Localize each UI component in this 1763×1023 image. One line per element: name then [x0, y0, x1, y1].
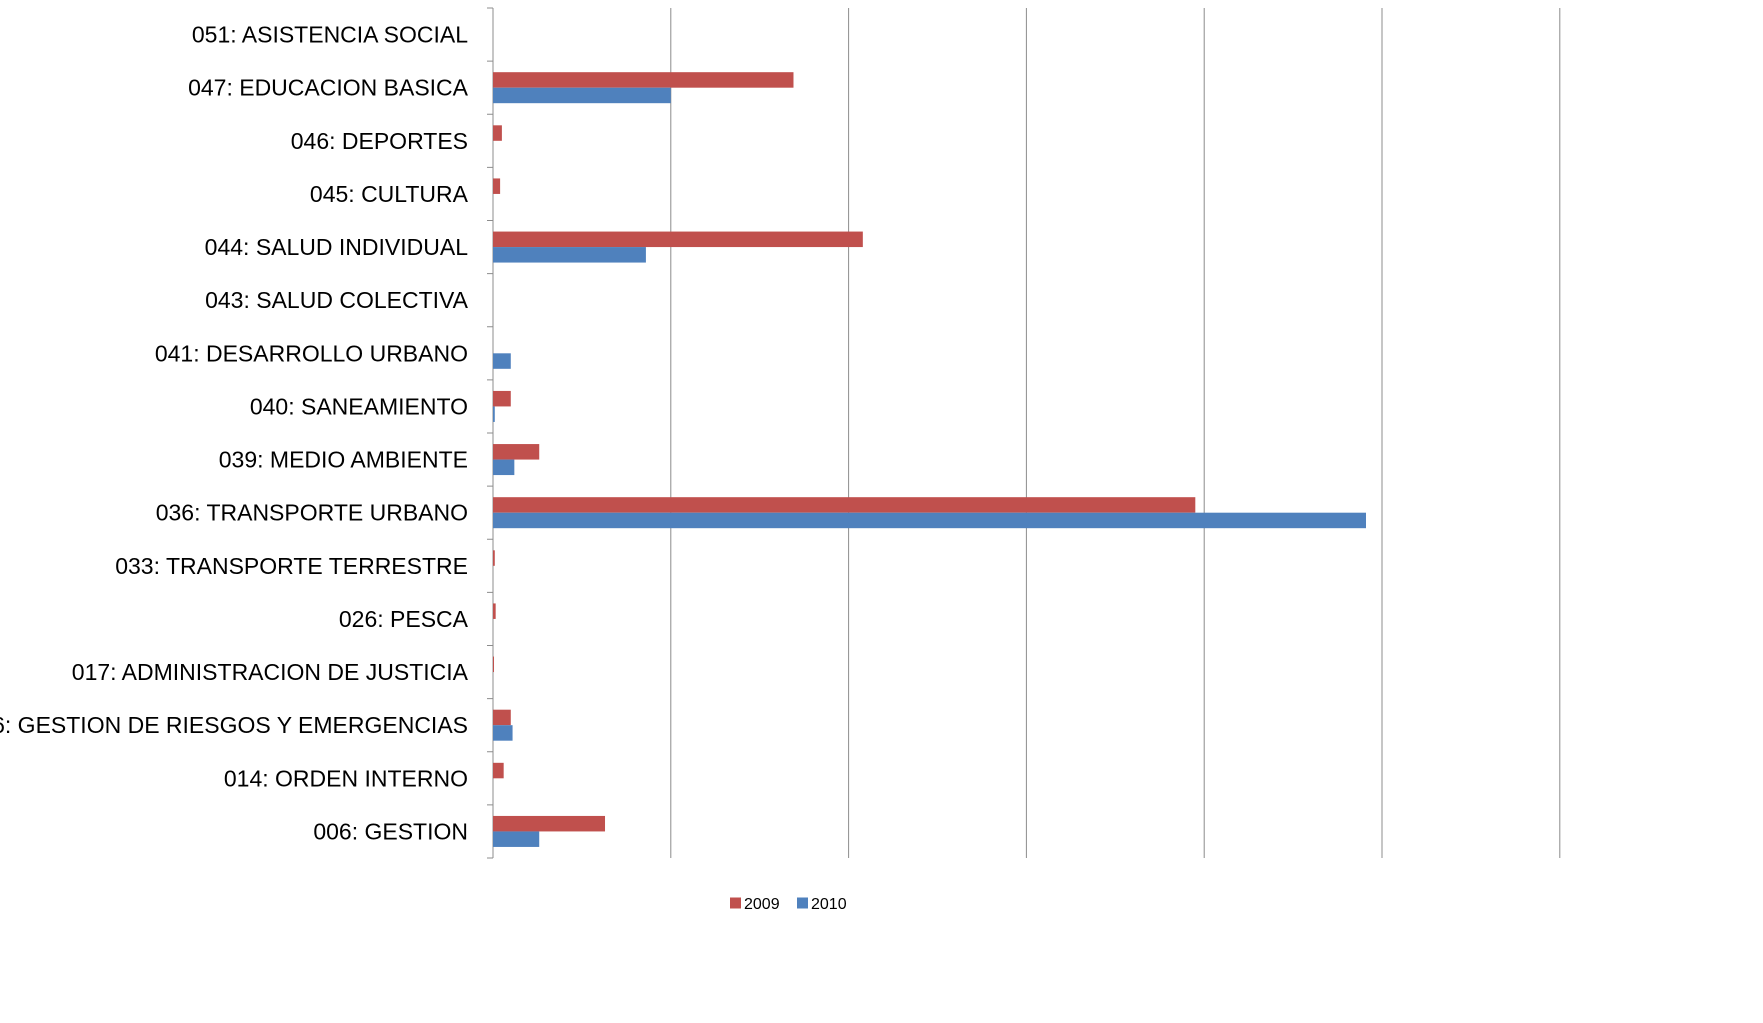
- category-label: 051: ASISTENCIA SOCIAL: [192, 22, 468, 48]
- category-label: 045: CULTURA: [310, 181, 469, 207]
- bar-2009: [493, 815, 606, 832]
- bar-2010: [493, 459, 515, 476]
- bar-2010: [493, 353, 511, 369]
- category-label: 047: EDUCACION BASICA: [188, 75, 469, 101]
- bar-2009: [493, 550, 495, 566]
- bar-2009: [493, 497, 1196, 513]
- legend-swatch-2009: [730, 897, 741, 909]
- bar-2010: [493, 87, 671, 104]
- category-label: 043: SALUD COLECTIVA: [205, 287, 469, 313]
- bar-2010: [493, 247, 646, 263]
- category-label: 046: DEPORTES: [291, 128, 468, 154]
- bar-2010: [493, 406, 495, 422]
- legend-swatch-2010: [797, 897, 808, 909]
- bar-2010: [493, 725, 513, 741]
- bar-2009: [493, 231, 863, 248]
- category-label: 006: GESTION: [313, 818, 468, 844]
- bar-2009: [493, 656, 494, 673]
- category-label: 033: TRANSPORTE TERRESTRE: [115, 553, 468, 579]
- category-label: 014: ORDEN INTERNO: [224, 765, 468, 791]
- bar-2009: [493, 125, 502, 141]
- bar-2010: [493, 512, 1366, 529]
- category-label: 016: GESTION DE RIESGOS Y EMERGENCIAS: [0, 712, 468, 738]
- bar-2009: [493, 390, 511, 407]
- category-label: 039: MEDIO AMBIENTE: [219, 447, 468, 473]
- bar-2009: [493, 72, 794, 88]
- bar-2009: [493, 178, 501, 194]
- category-label: 040: SANEAMIENTO: [250, 393, 468, 419]
- bar-2010: [493, 831, 540, 847]
- bar-2009: [493, 709, 511, 726]
- bar-2009: [493, 444, 540, 460]
- category-label: 036: TRANSPORTE URBANO: [156, 500, 468, 526]
- bar-2009: [493, 603, 496, 619]
- category-label: 041: DESARROLLO URBANO: [155, 340, 468, 366]
- category-label: 026: PESCA: [339, 606, 469, 632]
- category-label: 017: ADMINISTRACION DE JUSTICIA: [72, 659, 469, 685]
- legend-label-2010: 2010: [811, 896, 847, 913]
- category-label: 044: SALUD INDIVIDUAL: [205, 234, 469, 260]
- bar-2009: [493, 762, 504, 779]
- legend-label-2009: 2009: [744, 896, 780, 913]
